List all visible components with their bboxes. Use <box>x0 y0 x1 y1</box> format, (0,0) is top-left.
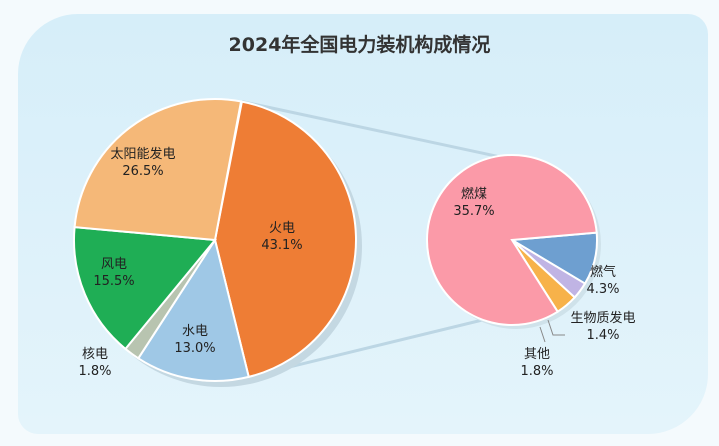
main-slice-3 <box>73 226 217 351</box>
leader-line-other <box>539 326 546 343</box>
chart-title: 2024年全国电力装机构成情况 <box>228 34 491 56</box>
connector-line-top <box>241 100 498 158</box>
secondary-slice-3 <box>426 154 598 326</box>
secondary-slice-label-2: 其他 <box>524 347 550 362</box>
secondary-slice-value-0: 4.3% <box>586 282 619 297</box>
main-slice-label-0: 火电 <box>269 221 295 236</box>
main-slice-label-2: 核电 <box>82 347 108 362</box>
main-slice-value-0: 43.1% <box>261 238 302 253</box>
secondary-slice-label-3: 燃煤 <box>461 186 487 202</box>
main-slice-4 <box>73 98 243 242</box>
main-slice-label-1: 水电 <box>182 324 208 339</box>
secondary-slice-value-3: 35.7% <box>453 204 494 219</box>
main-slice-value-1: 13.0% <box>174 341 215 356</box>
main-slice-label-4: 太阳能发电 <box>110 146 175 162</box>
main-slice-value-4: 26.5% <box>122 164 163 179</box>
secondary-slice-label-0: 燃气 <box>590 264 616 280</box>
leader-line-biomass <box>547 319 565 336</box>
secondary-slice-value-1: 1.4% <box>586 328 619 343</box>
main-slice-value-2: 1.8% <box>78 364 111 379</box>
secondary-slice-value-2: 1.8% <box>520 364 553 379</box>
main-slice-value-3: 15.5% <box>93 274 134 289</box>
main-slice-label-3: 风电 <box>101 257 127 272</box>
main-slice-1 <box>136 237 250 382</box>
main-slice-0 <box>213 100 357 379</box>
secondary-slice-label-1: 生物质发电 <box>570 310 635 326</box>
